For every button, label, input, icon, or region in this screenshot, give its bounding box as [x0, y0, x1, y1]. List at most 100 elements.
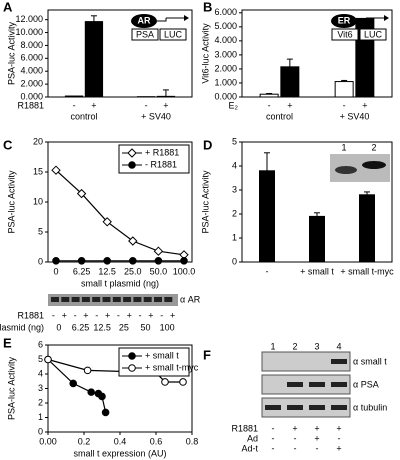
row-sign: + [148, 310, 153, 320]
panel-letter: A [3, 0, 13, 14]
row-label: E₂ [229, 100, 239, 110]
row-label: Ad [247, 433, 258, 443]
inset-label: Vit6 [337, 29, 352, 39]
x-tick-label: 0.4 [114, 436, 127, 446]
y-axis-label: Vit6-luc Activity [200, 23, 210, 84]
legend-marker [128, 352, 136, 360]
y-tick-label: 5 [38, 354, 43, 364]
blot-band [309, 405, 325, 410]
bar-sign: + [362, 100, 367, 110]
legend-label: - R1881 [145, 159, 177, 169]
data-point [154, 257, 163, 265]
row-label: R1881 [17, 100, 44, 110]
y-axis-label: PSA-luc Activity [200, 170, 210, 234]
x-tick-label: + small t-myc [340, 266, 394, 276]
y-tick-label: 10 [33, 196, 43, 206]
legend-label: + small t-myc [145, 362, 199, 372]
data-point [76, 188, 87, 199]
data-point [179, 378, 187, 386]
data-point [83, 366, 92, 375]
inset-label: LUC [364, 29, 383, 39]
inset-label: AR [138, 15, 151, 25]
row-sign: 25 [119, 322, 129, 332]
row-sign: + [314, 433, 319, 443]
row-sign: + [83, 310, 88, 320]
blot-band [265, 405, 281, 410]
y-tick-label: 1.000 [214, 77, 237, 87]
blot-band [51, 297, 59, 302]
antibody-label: α PSA [353, 379, 379, 389]
x-tick-label: 25.0 [124, 266, 142, 276]
row-label: R1881 [17, 310, 44, 320]
x-tick-label: 0 [53, 266, 58, 276]
data-point [153, 246, 164, 256]
luc-box [159, 28, 187, 41]
y-tick-label: 5 [38, 226, 43, 236]
y-tick-label: 12.000 [15, 14, 43, 24]
blot-band [309, 382, 325, 387]
antibody-label: α small t [353, 356, 387, 366]
y-tick-label: 3.000 [214, 49, 237, 59]
blot-image [261, 374, 351, 395]
data-point [128, 236, 138, 246]
row-sign: 12.5 [93, 322, 111, 332]
y-tick-label: 4 [232, 160, 237, 170]
panel-letter: F [203, 347, 211, 362]
arrow-head [384, 15, 389, 21]
row-sign: + [314, 423, 319, 433]
blot-band [102, 297, 111, 302]
blot-band [92, 297, 101, 302]
data-point [69, 379, 77, 388]
y-tick-label: 4 [38, 368, 43, 378]
y-axis-label: PSA-luc Activity [6, 21, 16, 85]
series-line [55, 169, 185, 256]
promoter-box [131, 28, 159, 41]
blot-band [362, 161, 386, 169]
bar-sign: - [145, 100, 148, 110]
y-tick-label: 6 [38, 339, 43, 349]
y-axis-label: PSA-luc Activity [6, 170, 16, 234]
blot-band [164, 297, 173, 302]
data-point [103, 257, 111, 265]
row-sign: - [139, 310, 142, 320]
data-point [101, 408, 110, 417]
arrow [157, 17, 184, 22]
x-tick-label: 0.2 [78, 436, 91, 446]
y-tick-label: 2 [38, 397, 43, 407]
row-sign: - [316, 443, 319, 453]
row-sign: - [272, 443, 275, 453]
row-sign: - [160, 310, 163, 320]
row-sign: - [52, 310, 55, 320]
data-point [52, 257, 60, 265]
bar-sign: - [73, 100, 76, 110]
legend-label: + small t [145, 350, 179, 360]
arrow [357, 17, 384, 22]
x-tick-label: control [70, 111, 97, 121]
x-tick-label: 50.0 [150, 266, 168, 276]
arrow-head [184, 15, 189, 21]
row-sign: - [294, 443, 297, 453]
y-tick-label: 2.000 [20, 78, 43, 88]
x-tick-label: 0.00 [39, 436, 57, 446]
y-tick-label: 2 [232, 208, 237, 218]
receptor-oval [131, 14, 157, 28]
blot-band [143, 297, 152, 302]
blot-band [331, 382, 347, 387]
x-tick-label: 6.25 [73, 266, 91, 276]
panel-letter: C [3, 137, 13, 152]
blot-band [335, 166, 357, 174]
y-tick-label: 2.000 [214, 63, 237, 73]
legend-label: + R1881 [145, 147, 179, 157]
x-tick-label: 0.6 [150, 436, 163, 446]
bar-sign: - [268, 100, 271, 110]
y-tick-label: 6.000 [214, 7, 237, 17]
luc-box [359, 28, 387, 41]
row-label: R1881 [231, 423, 258, 433]
y-tick-label: 10.000 [15, 27, 43, 37]
bar [309, 215, 325, 263]
data-point [161, 378, 169, 386]
x-axis-label: small t expression (AU) [73, 448, 166, 458]
x-tick-label: - [266, 266, 269, 276]
bar [280, 66, 300, 98]
